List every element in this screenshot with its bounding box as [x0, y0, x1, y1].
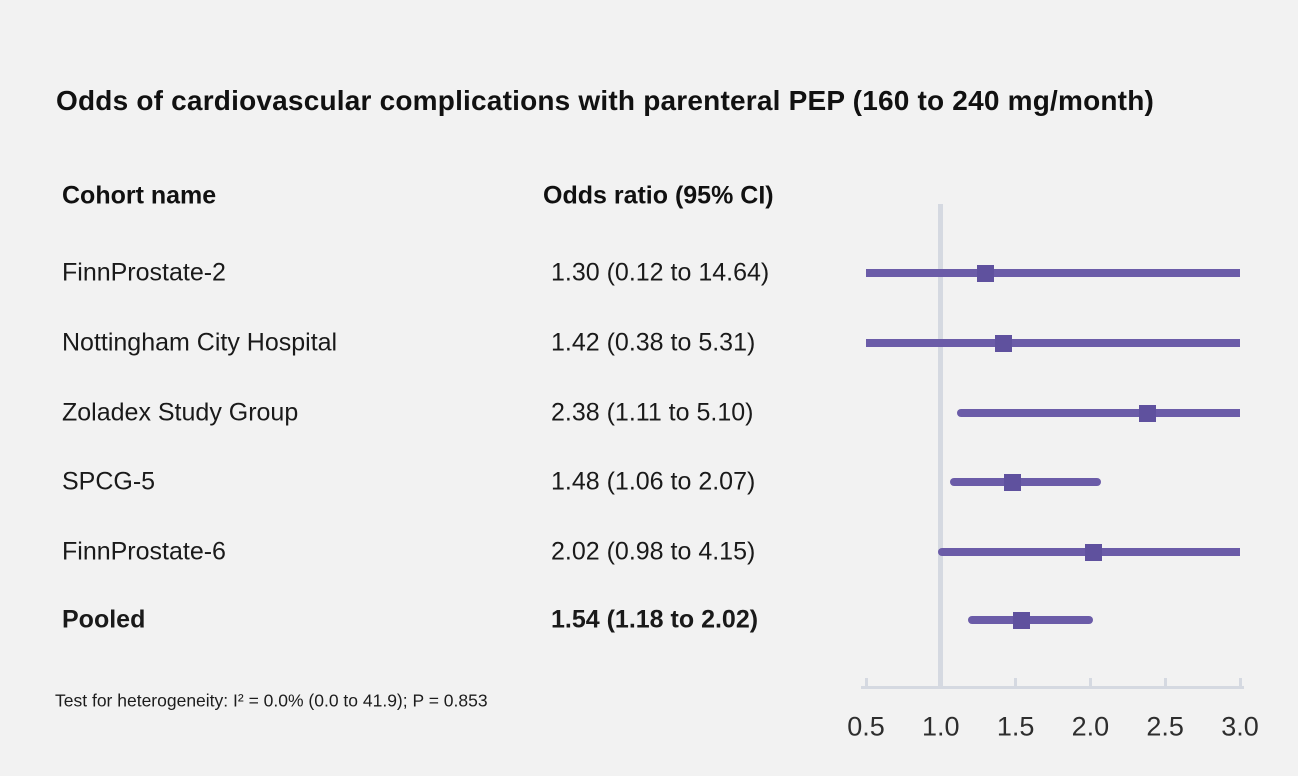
x-axis-tick-label: 2.0: [1071, 711, 1110, 742]
reference-line: [938, 204, 944, 687]
ci-line: [957, 409, 1240, 417]
or-marker: [1013, 611, 1031, 629]
x-axis-tick: [1014, 678, 1018, 687]
or-marker: [995, 334, 1013, 352]
x-axis-tick-label: 1.5: [996, 711, 1035, 742]
x-axis-tick-label: 0.5: [847, 711, 885, 742]
cohort-name-label: FinnProstate-2: [62, 258, 226, 287]
x-axis-tick: [864, 678, 868, 687]
x-axis-line: [861, 686, 1244, 689]
x-axis-tick-label: 1.0: [922, 711, 960, 742]
ci-line: [866, 339, 1240, 347]
or-ci-value: 1.54 (1.18 to 2.02): [551, 605, 759, 634]
x-axis-tick: [939, 678, 943, 687]
cohort-name-label: Zoladex Study Group: [62, 398, 299, 427]
or-marker: [1004, 473, 1022, 491]
or-ci-value: 1.42 (0.38 to 5.31): [551, 328, 756, 357]
ci-line: [967, 616, 1094, 624]
cohort-name-label: Nottingham City Hospital: [62, 328, 338, 357]
or-ci-value: 2.38 (1.11 to 5.10): [551, 398, 754, 427]
cohort-name-label: FinnProstate-6: [62, 537, 226, 566]
heterogeneity-footnote: Test for heterogeneity: I² = 0.0% (0.0 t…: [55, 690, 488, 711]
x-axis-tick-label: 2.5: [1146, 711, 1184, 742]
or-ci-value: 1.30 (0.12 to 14.64): [551, 258, 770, 287]
x-axis-tick: [1088, 678, 1092, 687]
x-axis-tick: [1163, 678, 1167, 687]
or-marker: [1084, 543, 1102, 561]
x-axis-tick-label: 3.0: [1221, 711, 1259, 742]
chart-title: Odds of cardiovascular complications wit…: [56, 85, 1155, 116]
or-ci-value: 2.02 (0.98 to 4.15): [551, 537, 756, 566]
or-marker: [1138, 404, 1156, 422]
or-ci-value: 1.48 (1.06 to 2.07): [551, 467, 756, 496]
column-header-odds-ratio: Odds ratio (95% CI): [543, 181, 774, 210]
x-axis-tick: [1238, 678, 1242, 687]
cohort-name-label: Pooled: [62, 605, 146, 634]
column-header-cohort: Cohort name: [62, 181, 217, 210]
or-marker: [977, 264, 995, 282]
ci-line: [866, 269, 1240, 277]
cohort-name-label: SPCG-5: [62, 467, 156, 496]
ci-line: [949, 478, 1101, 486]
